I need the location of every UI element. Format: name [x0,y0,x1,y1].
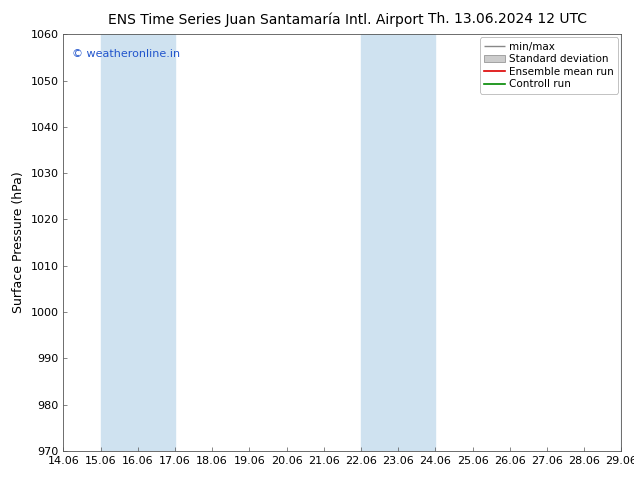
Text: Th. 13.06.2024 12 UTC: Th. 13.06.2024 12 UTC [428,12,586,26]
Legend: min/max, Standard deviation, Ensemble mean run, Controll run: min/max, Standard deviation, Ensemble me… [480,37,618,94]
Bar [101,34,175,451]
Text: © weatheronline.in: © weatheronline.in [72,49,180,59]
Bar [361,34,436,451]
Y-axis label: Surface Pressure (hPa): Surface Pressure (hPa) [12,172,25,314]
Text: ENS Time Series Juan Santamaría Intl. Airport: ENS Time Series Juan Santamaría Intl. Ai… [108,12,424,27]
Bar [621,34,634,451]
